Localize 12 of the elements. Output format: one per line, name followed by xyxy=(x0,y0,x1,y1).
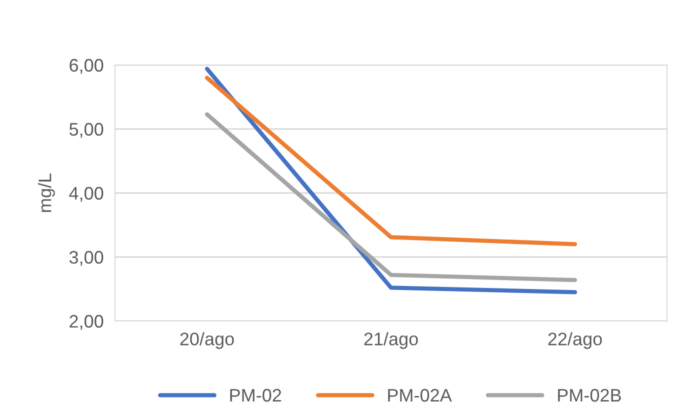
legend-label: PM-02A xyxy=(388,388,452,402)
y-tick-label: 5,00 xyxy=(69,122,104,138)
legend-label: PM-02 xyxy=(230,388,282,402)
x-tick-label: 21/ago xyxy=(364,332,418,349)
x-tick-label: 20/ago xyxy=(180,332,234,349)
legend-label: PM-02B xyxy=(558,388,621,402)
y-tick-label: 2,00 xyxy=(70,314,104,330)
y-axis-title: mg/L xyxy=(38,174,55,212)
y-tick-label: 3,00 xyxy=(69,250,104,266)
x-tick-label: 22/ago xyxy=(548,332,602,349)
y-tick-label: 4,00 xyxy=(69,186,104,202)
y-tick-label: 6,00 xyxy=(70,58,104,74)
